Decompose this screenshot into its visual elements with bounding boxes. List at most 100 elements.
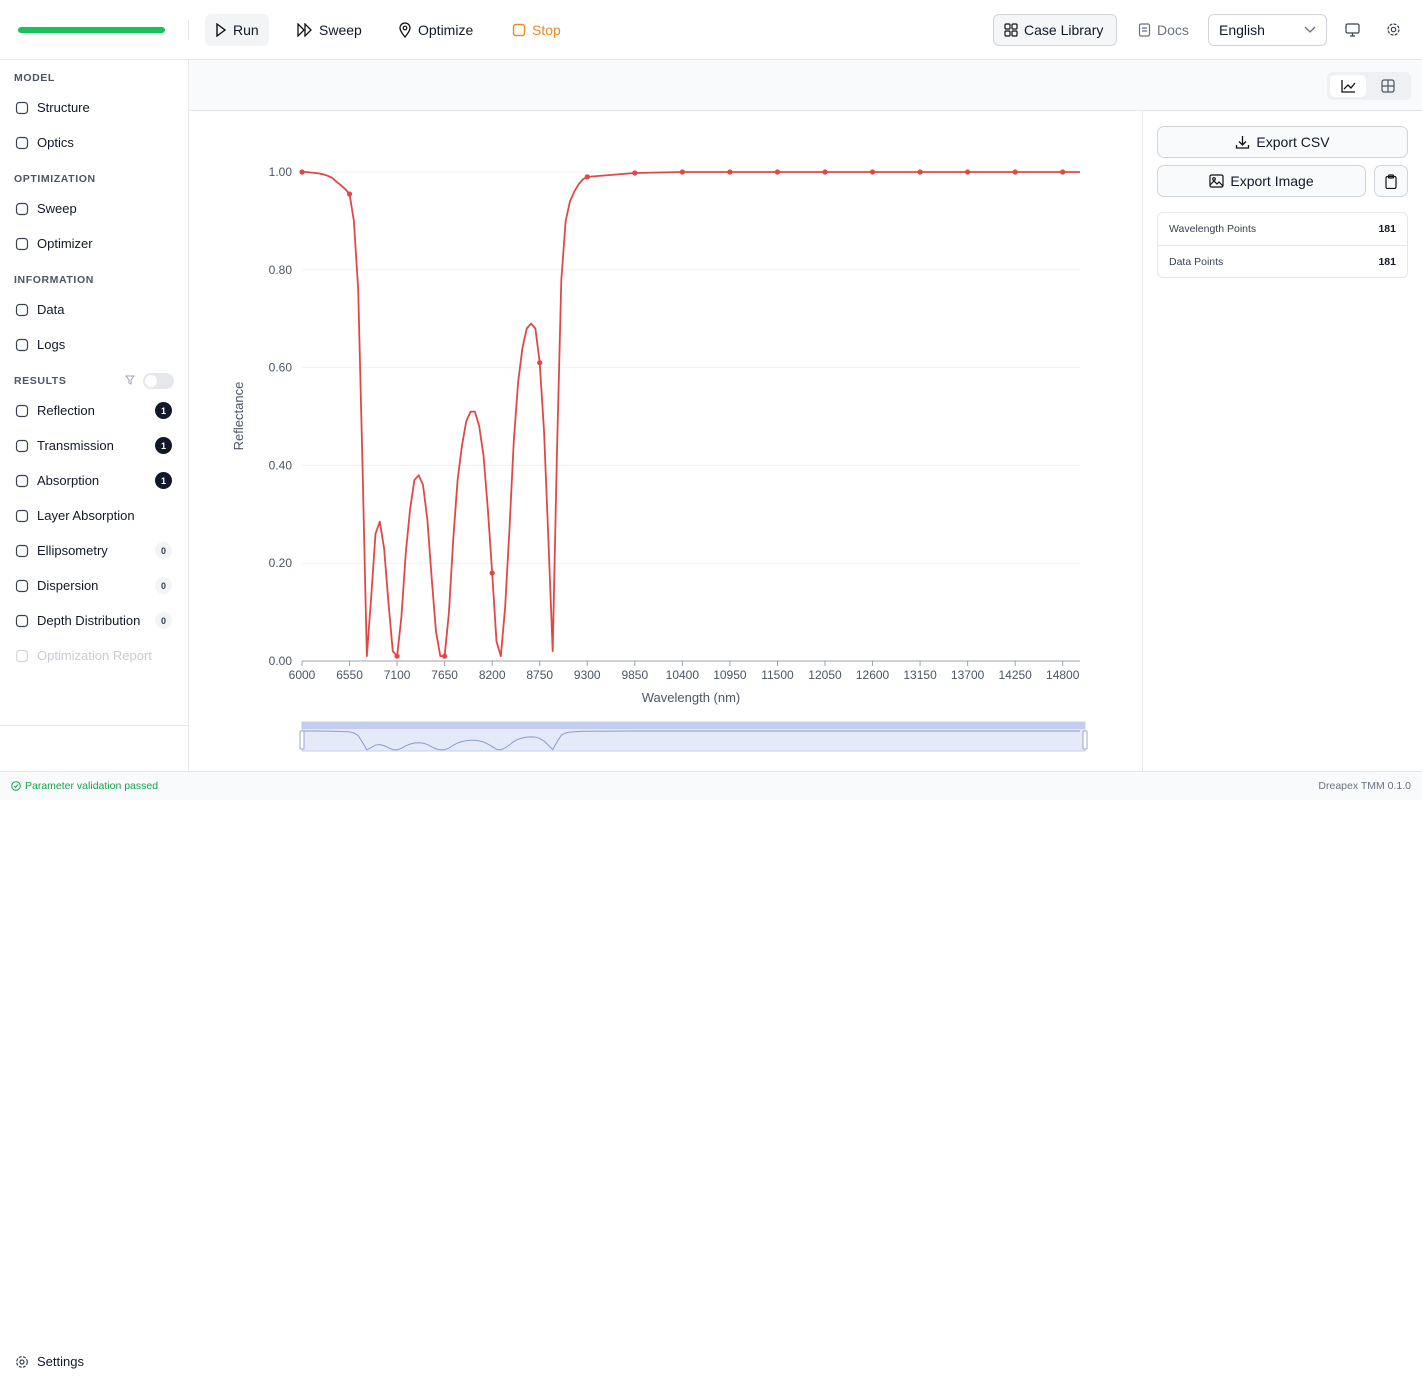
sweep-label: Sweep <box>319 22 362 38</box>
stop-button[interactable]: Stop <box>502 14 571 46</box>
x-tick-label: 10950 <box>713 668 747 682</box>
run-button[interactable]: Run <box>205 14 269 46</box>
case-library-button[interactable]: Case Library <box>993 14 1117 46</box>
nav-icon <box>15 404 29 417</box>
nav-badge: 1 <box>155 472 172 489</box>
nav-item[interactable]: Optimizer <box>0 226 188 261</box>
x-tick-label: 13150 <box>903 668 937 682</box>
x-tick-label: 11500 <box>761 668 794 682</box>
data-point <box>679 169 685 175</box>
export-csv-button[interactable]: Export CSV <box>1157 126 1408 158</box>
nav-label: Logs <box>37 337 66 352</box>
sweep-button[interactable]: Sweep <box>287 14 372 46</box>
chart-view-button[interactable] <box>1330 75 1366 97</box>
nav-item[interactable]: Absorption 1 <box>0 463 188 498</box>
divider <box>0 725 188 726</box>
icon-shape <box>15 509 29 522</box>
sidebar: MODEL Structure Optics OPTIMIZATION Sweep Opt… <box>0 60 189 1369</box>
export-image-button[interactable]: Export Image <box>1157 165 1366 197</box>
docs-button[interactable]: Docs <box>1128 14 1199 46</box>
run-label: Run <box>233 22 259 38</box>
x-tick-label: 12050 <box>808 668 842 682</box>
data-point <box>727 169 733 175</box>
section-title: MODEL <box>14 72 55 84</box>
nav-icon <box>15 614 29 627</box>
zoom-grip-right <box>1082 730 1088 750</box>
view-toggle <box>1327 72 1411 100</box>
data-point <box>442 653 448 659</box>
nav-item[interactable]: Structure <box>0 90 188 125</box>
status-text: Parameter validation passed <box>25 780 159 792</box>
x-tick-label: 7650 <box>431 668 458 682</box>
icon-shape <box>15 439 29 452</box>
x-tick-label: 8750 <box>526 668 553 682</box>
x-tick-label: 8200 <box>479 668 506 682</box>
settings-button[interactable] <box>1386 22 1401 37</box>
x-tick-label: 14250 <box>998 668 1032 682</box>
nav-label: Data <box>37 302 65 317</box>
display-button[interactable] <box>1345 23 1360 37</box>
stat-label: Wavelength Points <box>1169 223 1257 235</box>
data-point <box>965 169 971 175</box>
filter-toggle[interactable] <box>124 371 174 391</box>
nav-item[interactable]: Data <box>0 292 188 327</box>
data-point <box>346 191 353 197</box>
y-tick-label: 0.20 <box>269 556 293 570</box>
optimize-button[interactable]: Optimize <box>388 14 483 46</box>
data-point <box>537 360 543 366</box>
nav-item[interactable]: Ellipsometry 0 <box>0 533 188 568</box>
icon-shape <box>15 101 29 114</box>
progress-bar <box>18 27 165 33</box>
stats-table: Wavelength Points 181 Data Points 181 <box>1157 212 1408 278</box>
nav-item[interactable]: Sweep <box>0 191 188 226</box>
language-label: English <box>1219 22 1265 38</box>
data-point <box>822 169 828 175</box>
nav-label: Optimization Report <box>37 648 152 663</box>
nav-label: Absorption <box>37 473 100 488</box>
data-point <box>632 170 638 176</box>
export-csv-label: Export CSV <box>1256 134 1330 150</box>
nav-item[interactable]: Transmission 1 <box>0 428 188 463</box>
y-tick-label: 0.60 <box>269 361 293 375</box>
settings-item[interactable]: Settings <box>0 1344 188 1379</box>
x-tick-label: 9300 <box>574 668 601 682</box>
nav-icon <box>15 649 29 662</box>
nav-item[interactable]: Logs <box>0 327 188 362</box>
data-point <box>869 169 876 175</box>
nav-badge: 0 <box>155 577 172 594</box>
stats-row: Wavelength Points 181 <box>1158 213 1407 245</box>
x-tick-label: 9850 <box>621 668 648 682</box>
nav-item[interactable]: Layer Absorption <box>0 498 188 533</box>
icon-shape <box>15 237 29 250</box>
x-tick-label: 13700 <box>951 668 985 682</box>
language-select[interactable]: English <box>1208 14 1327 46</box>
table-view-button[interactable] <box>1373 76 1403 96</box>
nav-label: Sweep <box>37 201 77 216</box>
y-tick-label: 0.00 <box>269 654 293 668</box>
nav-label: Layer Absorption <box>37 508 135 523</box>
chart: Reflectance Wavelength (nm) 0.00 0.20 0.40… <box>231 165 1088 752</box>
nav-item[interactable]: Reflection 1 <box>0 393 188 428</box>
status-message: Parameter validation passed <box>11 780 158 792</box>
nav-item[interactable]: Dispersion 0 <box>0 568 188 603</box>
data-point <box>917 169 923 175</box>
section-title: OPTIMIZATION <box>14 173 96 185</box>
nav-label: Structure <box>37 100 90 115</box>
export-image-label: Export Image <box>1230 173 1314 189</box>
icon-shape <box>15 202 29 215</box>
icon-shape <box>15 544 29 557</box>
data-point <box>299 169 305 175</box>
copy-button[interactable] <box>1374 165 1408 197</box>
icon-shape <box>15 136 29 149</box>
nav-item[interactable]: Optics <box>0 125 188 160</box>
icon-shape <box>15 579 29 592</box>
section-header: MODEL <box>0 66 188 90</box>
nav-label: Depth Distribution <box>37 613 141 628</box>
nav-item[interactable]: Depth Distribution 0 <box>0 603 188 638</box>
x-tick-label: 12600 <box>856 668 890 682</box>
nav-badge: 1 <box>155 437 172 454</box>
version: Dreapex TMM 0.1.0 <box>1318 780 1411 792</box>
toolbar: Run Sweep Optimize Stop Case Library Doc… <box>0 0 1422 60</box>
nav-icon <box>15 237 29 250</box>
nav-label: Reflection <box>37 403 95 418</box>
